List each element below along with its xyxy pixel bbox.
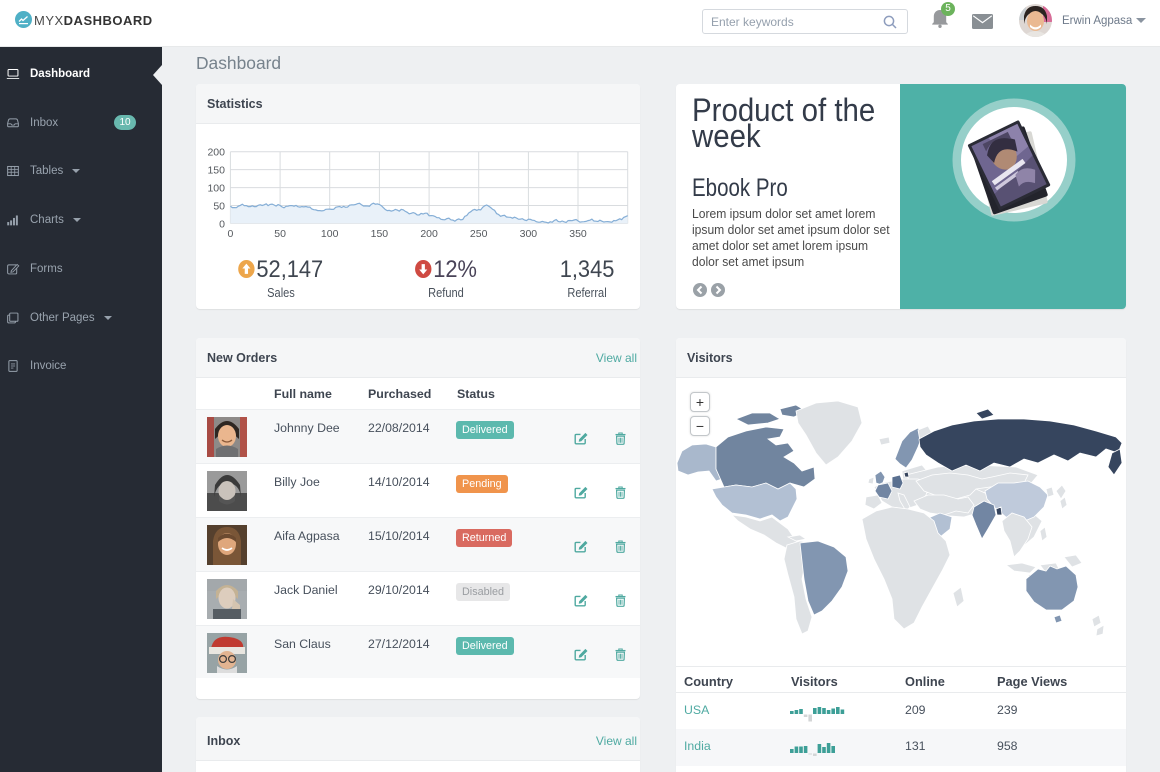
svg-text:250: 250 [470,228,488,240]
svg-text:50: 50 [274,228,286,240]
svg-text:100: 100 [321,228,339,240]
svg-text:350: 350 [569,228,587,240]
svg-text:150: 150 [371,228,389,240]
svg-text:300: 300 [520,228,538,240]
svg-text:200: 200 [420,228,438,240]
svg-text:50: 50 [213,201,225,213]
svg-text:150: 150 [207,165,225,177]
svg-text:0: 0 [227,228,233,240]
svg-text:200: 200 [207,147,225,159]
svg-text:0: 0 [219,218,225,230]
svg-text:100: 100 [207,183,225,195]
